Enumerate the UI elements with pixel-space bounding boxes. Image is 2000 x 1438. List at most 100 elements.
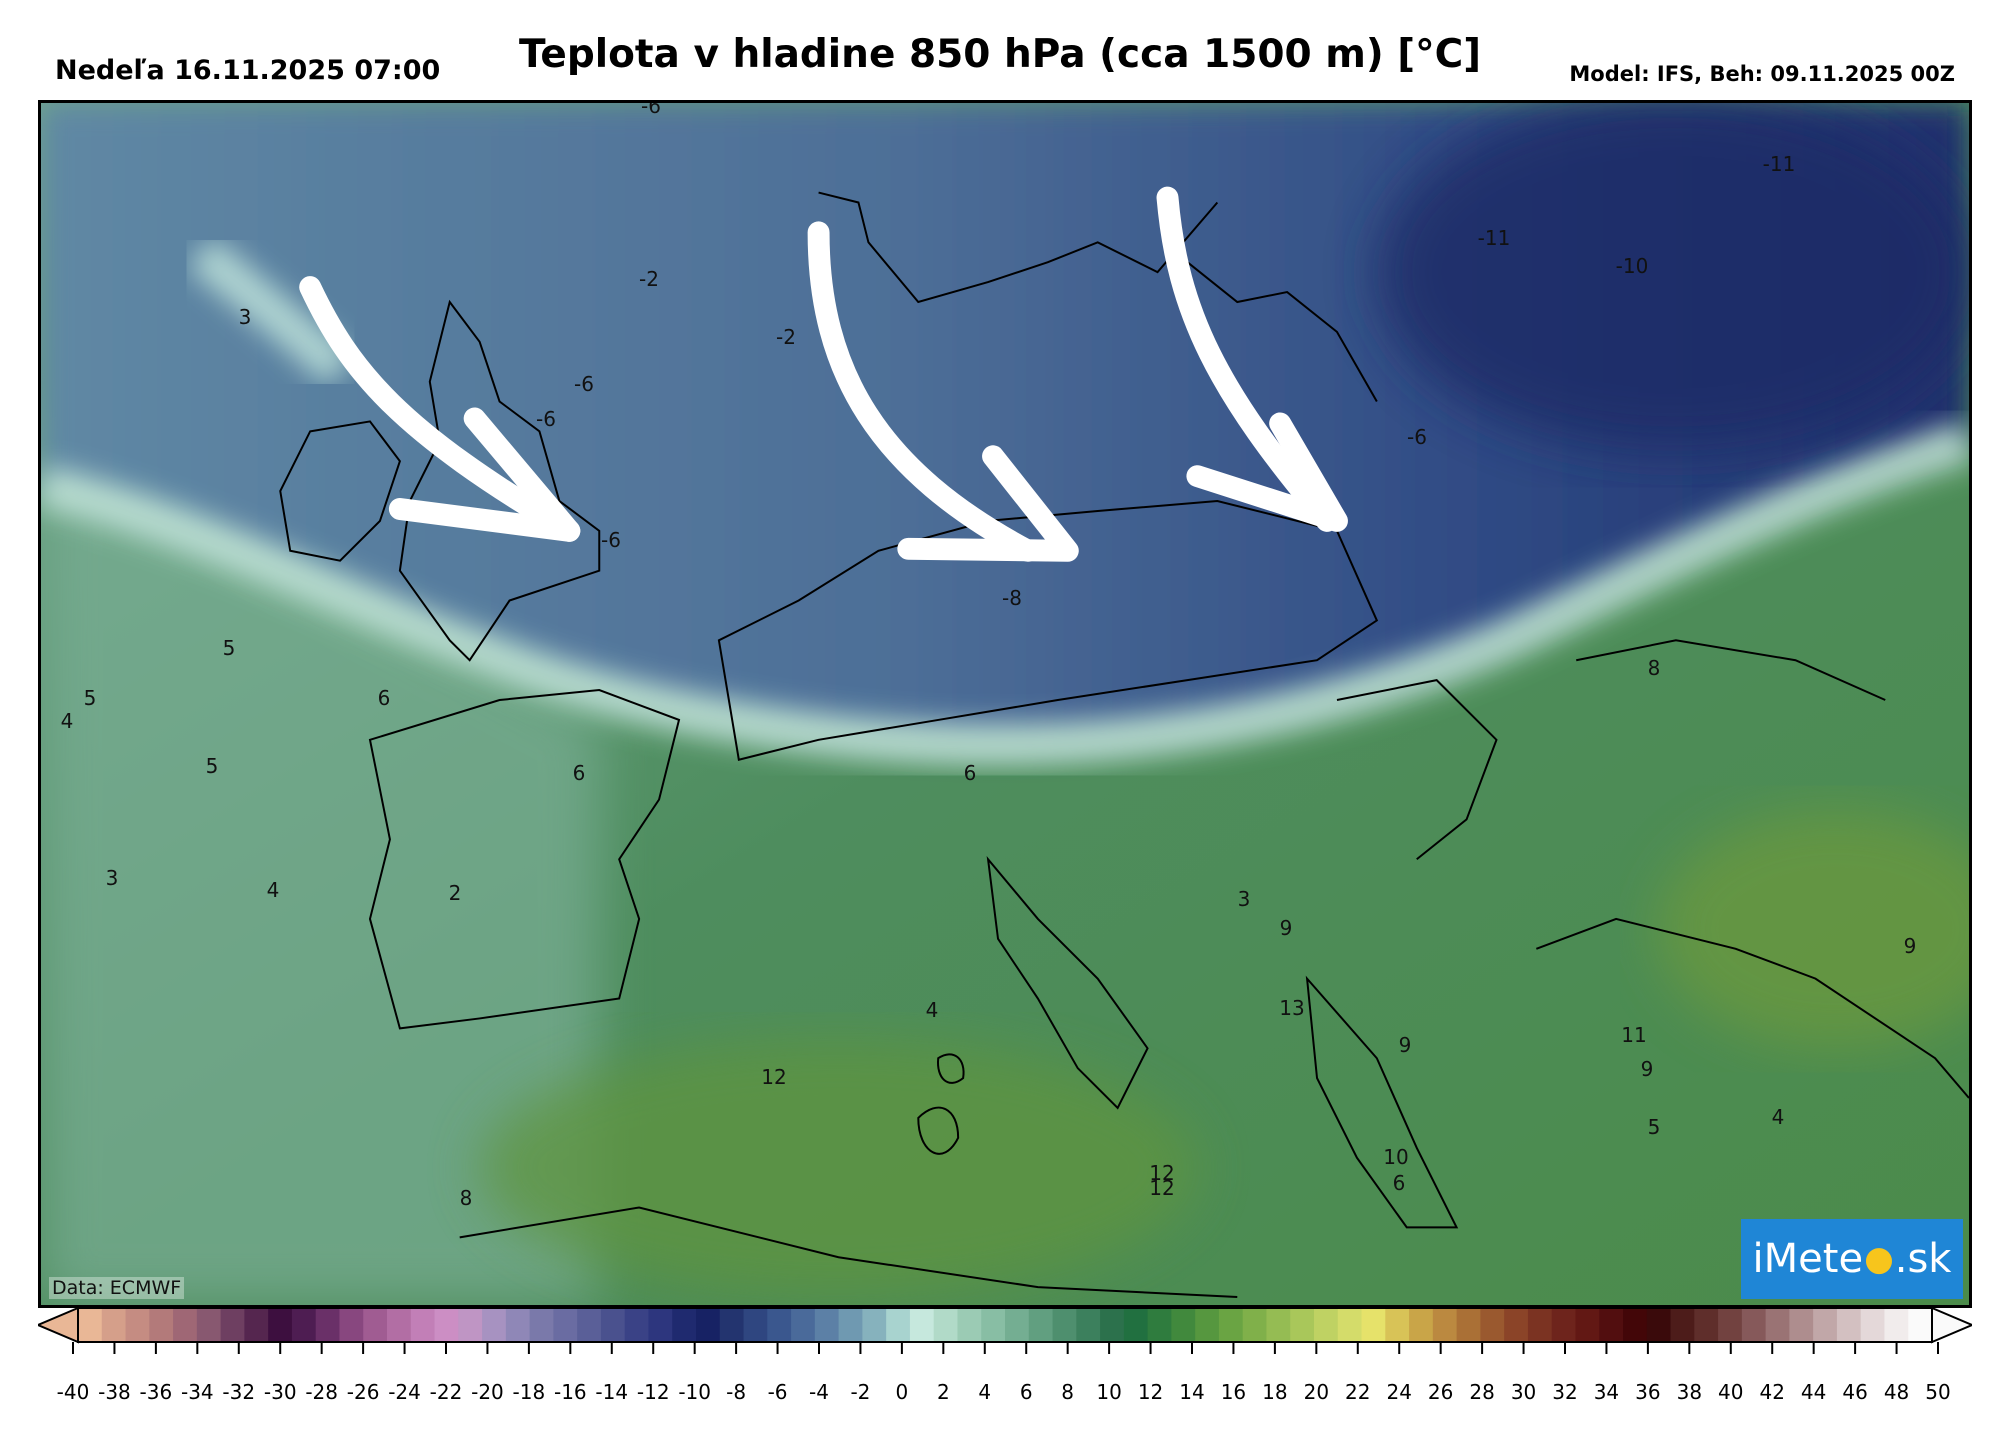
temperature-label: -6 bbox=[574, 372, 594, 396]
colorbar-swatch bbox=[577, 1308, 602, 1342]
colorbar-swatch bbox=[981, 1308, 1006, 1342]
data-credit: Data: ECMWF bbox=[49, 1277, 185, 1299]
imeteo-logo[interactable]: iMete ● .sk bbox=[1741, 1219, 1963, 1299]
colorbar-swatch bbox=[1076, 1308, 1101, 1342]
colorbar-swatch bbox=[1670, 1308, 1695, 1342]
colorbar-swatch bbox=[1242, 1308, 1267, 1342]
temperature-map: -6 -2 -2 -6 -6 -6 3 -11 -11 -10 -6 -8 5 5 4 6 5 6 6 8 3 4 2 3 9 9… bbox=[38, 100, 1972, 1308]
colorbar-tick-label: 38 bbox=[1676, 1380, 1703, 1404]
temperature-label: 12 bbox=[1149, 1161, 1175, 1185]
arrow-west-head bbox=[388, 407, 581, 542]
colorbar-swatch bbox=[553, 1308, 578, 1342]
logo-suffix: .sk bbox=[1894, 1236, 1952, 1282]
colorbar-tick-label: 2 bbox=[936, 1380, 950, 1404]
colorbar-tick-label: 0 bbox=[895, 1380, 909, 1404]
temperature-label: 3 bbox=[238, 305, 252, 329]
colorbar-swatch bbox=[1527, 1308, 1553, 1342]
colorbar-high-extension bbox=[1931, 1306, 1972, 1344]
colorbar-tick-label: 46 bbox=[1842, 1380, 1868, 1404]
colorbar-swatch bbox=[244, 1308, 269, 1342]
colorbar-tick-label: -18 bbox=[512, 1380, 546, 1404]
colorbar-swatch bbox=[1361, 1308, 1386, 1342]
temperature-label: 4 bbox=[1771, 1105, 1785, 1129]
colorbar-swatch bbox=[1860, 1308, 1885, 1342]
colorbar-tick-label: 14 bbox=[1179, 1380, 1205, 1404]
colorbar-swatch bbox=[957, 1308, 982, 1342]
colorbar-graphic bbox=[38, 1306, 1972, 1354]
colorbar-swatch bbox=[125, 1308, 150, 1342]
colorbar-swatch bbox=[1741, 1308, 1767, 1342]
colorbar-swatch bbox=[1409, 1308, 1434, 1342]
colorbar-low-extension bbox=[38, 1306, 79, 1344]
temperature-label: 10 bbox=[1383, 1145, 1409, 1169]
colorbar-tick-label: 26 bbox=[1427, 1380, 1454, 1404]
colorbar-swatch bbox=[149, 1308, 174, 1342]
colorbar-tick-label: -22 bbox=[429, 1380, 463, 1404]
colorbar-tick-label: -20 bbox=[471, 1380, 504, 1404]
colorbar-tick-label: 44 bbox=[1800, 1380, 1827, 1404]
colorbar-tick-label: 24 bbox=[1386, 1380, 1412, 1404]
colorbar-swatch bbox=[862, 1308, 887, 1342]
colorbar-swatch bbox=[1385, 1308, 1410, 1342]
colorbar-swatch bbox=[1718, 1308, 1743, 1342]
colorbar-swatch bbox=[838, 1308, 863, 1342]
arrow-east-head bbox=[1186, 412, 1348, 532]
colorbar-swatch bbox=[1789, 1308, 1814, 1342]
colorbar-swatch bbox=[220, 1308, 245, 1342]
colorbar-swatch bbox=[458, 1308, 483, 1342]
temperature-label: 9 bbox=[1279, 916, 1293, 940]
colorbar-swatch bbox=[1551, 1308, 1576, 1342]
colorbar-tick-label: 8 bbox=[1061, 1380, 1075, 1404]
colorbar-tick-label: 10 bbox=[1096, 1380, 1122, 1404]
colorbar-swatch bbox=[1147, 1308, 1172, 1342]
colorbar-tick-label: 36 bbox=[1635, 1380, 1661, 1404]
temperature-label: -6 bbox=[641, 100, 661, 118]
colorbar-swatch bbox=[1836, 1308, 1862, 1342]
temperature-label: 6 bbox=[572, 761, 586, 785]
colorbar-swatch bbox=[909, 1308, 935, 1342]
model-run-label: Model: IFS, Beh: 09.11.2025 00Z bbox=[1569, 62, 1955, 86]
colorbar-tick-label: -6 bbox=[767, 1380, 788, 1404]
colorbar-tick-label: 34 bbox=[1593, 1380, 1620, 1404]
colorbar-swatch bbox=[1623, 1308, 1648, 1342]
colorbar-swatch bbox=[1765, 1308, 1790, 1342]
colorbar-tick-label: -36 bbox=[139, 1380, 173, 1404]
temperature-label: 9 bbox=[1398, 1033, 1412, 1057]
colorbar-tick-label: -40 bbox=[56, 1380, 90, 1404]
colorbar-swatch bbox=[696, 1308, 721, 1342]
colorbar-swatch bbox=[648, 1308, 673, 1342]
coastlines bbox=[279, 191, 1969, 1299]
map-title: Teplota v hladine 850 hPa (cca 1500 m) [… bbox=[518, 32, 1482, 77]
colorbar-tick-label: 50 bbox=[1925, 1380, 1951, 1404]
mediterranean-warm-core bbox=[479, 1038, 1198, 1298]
colorbar-swatch bbox=[1123, 1308, 1149, 1342]
colorbar-swatch bbox=[1480, 1308, 1505, 1342]
temperature-label: -2 bbox=[639, 267, 659, 291]
temperature-label: 12 bbox=[1149, 1176, 1175, 1200]
colorbar-swatch bbox=[1884, 1308, 1909, 1342]
temperature-label: 5 bbox=[83, 686, 97, 710]
colorbar-swatch bbox=[1646, 1308, 1672, 1342]
map-field bbox=[41, 103, 1969, 1305]
colorbar-tick-label: -12 bbox=[636, 1380, 670, 1404]
colorbar-swatch bbox=[1813, 1308, 1838, 1342]
temperature-label: 5 bbox=[222, 636, 236, 660]
colorbar-swatch bbox=[1195, 1308, 1220, 1342]
colorbar-tick-label: -16 bbox=[553, 1380, 587, 1404]
temperature-label: 9 bbox=[1640, 1057, 1654, 1081]
colorbar-swatch bbox=[1432, 1308, 1458, 1342]
colorbar-tick-label: 16 bbox=[1220, 1380, 1247, 1404]
colorbar-swatch bbox=[291, 1308, 317, 1342]
frontal-band bbox=[41, 421, 1969, 766]
colorbar-swatch bbox=[1504, 1308, 1529, 1342]
colorbar-swatch bbox=[173, 1308, 198, 1342]
colorbar-tick-label: 4 bbox=[978, 1380, 992, 1404]
colorbar-swatch bbox=[767, 1308, 792, 1342]
colorbar-tick-label: -30 bbox=[263, 1380, 297, 1404]
colorbar-tick-label: -14 bbox=[595, 1380, 629, 1404]
colorbar-tick-label: 48 bbox=[1883, 1380, 1910, 1404]
arrow-center bbox=[807, 221, 1039, 562]
temperature-label: 5 bbox=[205, 754, 219, 778]
arrow-center-head bbox=[897, 445, 1079, 562]
colorbar-swatch bbox=[719, 1308, 745, 1342]
